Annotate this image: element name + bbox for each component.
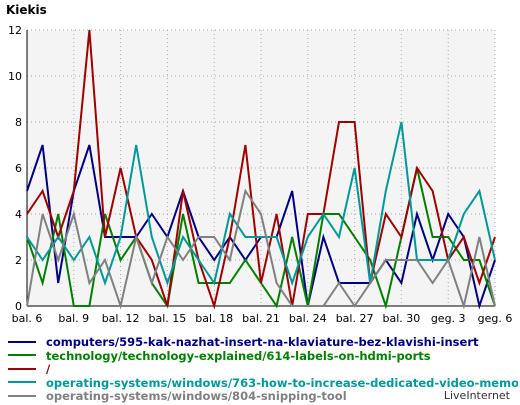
- legend-label: operating-systems/windows/804-snipping-t…: [46, 390, 347, 403]
- x-tick-label: bal. 12: [102, 312, 140, 325]
- y-tick-label: 10: [8, 70, 22, 83]
- x-tick-label: bal. 15: [149, 312, 187, 325]
- legend-label: computers/595-kak-nazhat-insert-na-klavi…: [46, 336, 479, 349]
- legend-label: technology/technology-explained/614-labe…: [46, 349, 431, 363]
- x-tick-label: bal. 30: [383, 312, 421, 325]
- legend-swatch: [8, 381, 36, 383]
- y-tick-label: 8: [15, 116, 22, 129]
- legend-item: computers/595-kak-nazhat-insert-na-klavi…: [8, 336, 518, 350]
- legend-item: /: [8, 363, 518, 377]
- legend-swatch: [8, 367, 36, 370]
- brand-label: LiveInternet: [443, 389, 510, 402]
- legend-swatch: [8, 340, 36, 343]
- y-axis: 0 2 4 6 8 10 12: [8, 24, 28, 313]
- y-tick-label: 4: [15, 208, 22, 221]
- y-tick-label: 6: [15, 162, 22, 175]
- y-tick-label: 0: [15, 300, 22, 313]
- legend-swatch: [8, 354, 36, 356]
- legend-item: operating-systems/windows/804-snipping-t…: [8, 390, 518, 404]
- x-tick-label: geg. 3: [431, 312, 466, 325]
- x-tick-label: bal. 6: [12, 312, 43, 325]
- x-tick-label: bal. 24: [289, 312, 327, 325]
- legend-item: operating-systems/windows/763-how-to-inc…: [8, 377, 518, 391]
- x-tick-label: geg. 6: [478, 312, 513, 325]
- x-axis: bal. 6 bal. 9 bal. 12 bal. 15 bal. 18 bal. 21…: [12, 305, 513, 325]
- y-tick-label: 2: [15, 254, 22, 267]
- chart-title: Kiekis: [6, 3, 47, 17]
- x-tick-label: bal. 9: [58, 312, 89, 325]
- series-line: [26, 29, 496, 310]
- legend-swatch: [8, 394, 36, 397]
- x-tick-label: bal. 21: [242, 312, 280, 325]
- y-tick-label: 12: [8, 24, 22, 37]
- legend: computers/595-kak-nazhat-insert-na-klavi…: [8, 336, 518, 404]
- x-tick-label: bal. 27: [336, 312, 374, 325]
- x-tick-label: bal. 18: [195, 312, 233, 325]
- series-lines: [26, 29, 496, 310]
- legend-item: technology/technology-explained/614-labe…: [8, 350, 518, 364]
- legend-label: /: [46, 363, 51, 376]
- legend-label: operating-systems/windows/763-how-to-inc…: [46, 376, 518, 390]
- series-line: [26, 188, 496, 310]
